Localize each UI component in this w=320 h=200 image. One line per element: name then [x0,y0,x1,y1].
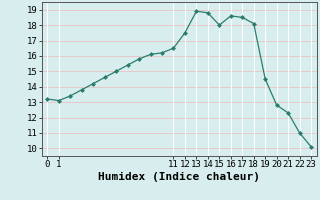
X-axis label: Humidex (Indice chaleur): Humidex (Indice chaleur) [98,172,260,182]
